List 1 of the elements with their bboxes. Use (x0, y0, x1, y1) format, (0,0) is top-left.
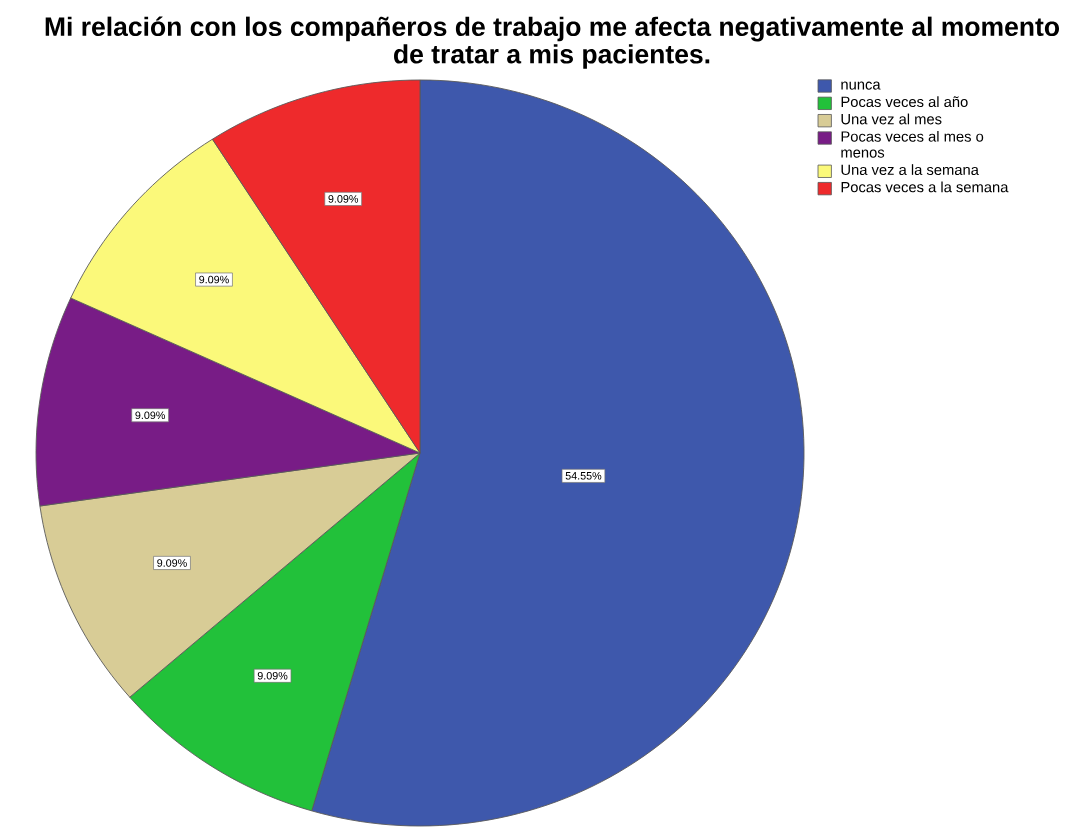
chart-title: Mi relación con los compañeros de trabajo me afecta negativamente al momento de tratar a mis pacientes. (45, 16, 1060, 69)
